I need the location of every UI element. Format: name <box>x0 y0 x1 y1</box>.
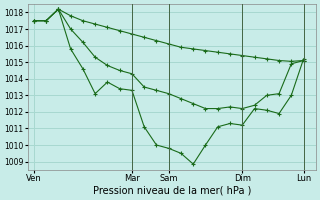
X-axis label: Pression niveau de la mer( hPa ): Pression niveau de la mer( hPa ) <box>92 186 251 196</box>
